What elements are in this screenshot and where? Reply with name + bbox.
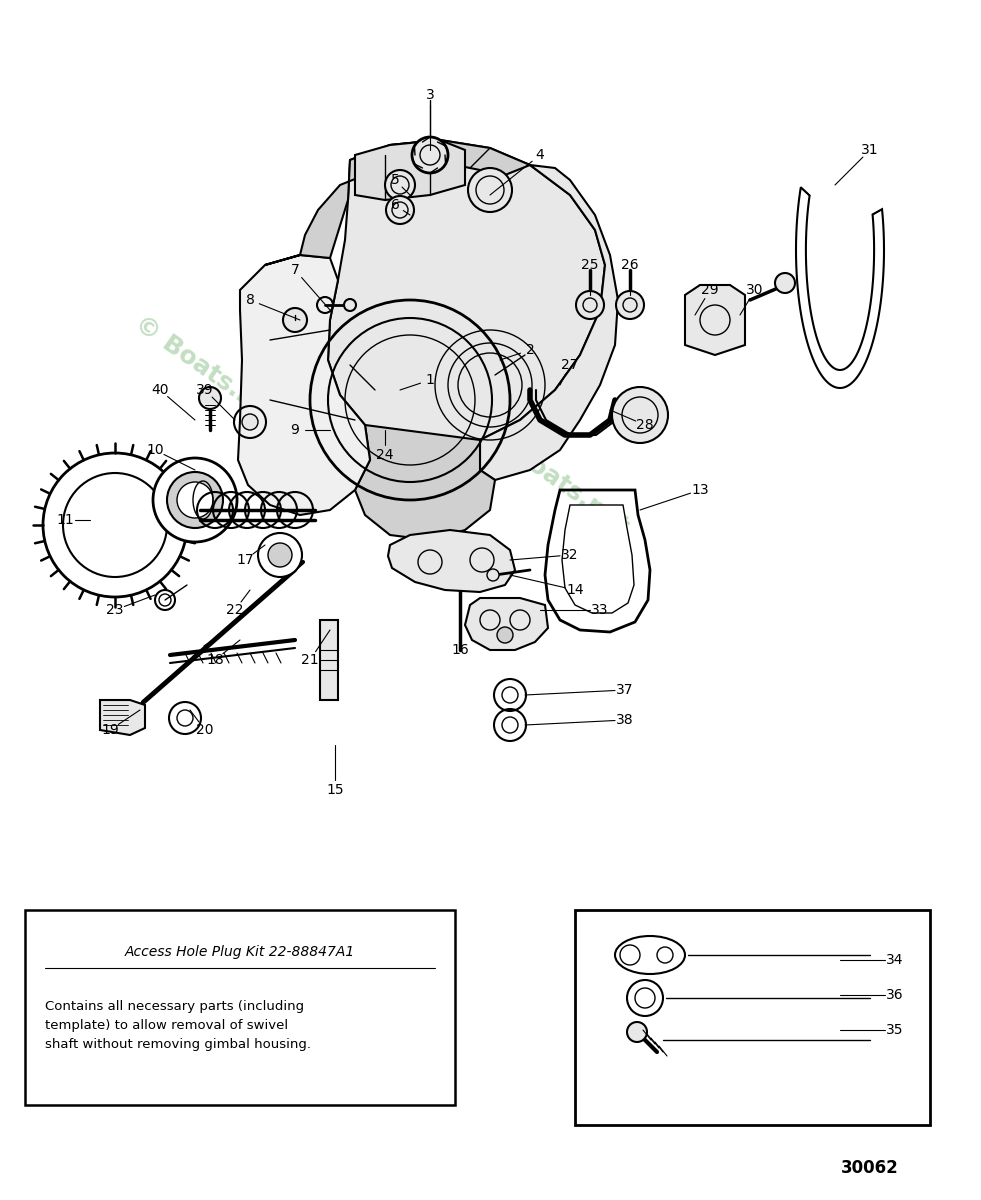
Text: 34: 34 (886, 953, 904, 967)
Polygon shape (685, 284, 745, 355)
Text: 16: 16 (451, 643, 469, 658)
Circle shape (612, 386, 668, 443)
Text: 22: 22 (227, 602, 243, 617)
Circle shape (386, 196, 414, 224)
Circle shape (169, 702, 201, 734)
Text: 23: 23 (106, 602, 124, 617)
Text: 13: 13 (692, 482, 709, 497)
Polygon shape (465, 598, 548, 650)
Circle shape (344, 299, 356, 311)
Text: 21: 21 (301, 653, 319, 667)
Polygon shape (355, 425, 495, 540)
Text: 30: 30 (747, 283, 764, 296)
Circle shape (153, 458, 237, 542)
Circle shape (167, 472, 223, 528)
Text: 1: 1 (426, 373, 435, 386)
Circle shape (43, 452, 187, 596)
Bar (320, 620, 338, 700)
Text: 11: 11 (56, 514, 74, 527)
Text: Contains all necessary parts (including
template) to allow removal of swivel
sha: Contains all necessary parts (including … (45, 1000, 311, 1051)
Text: 30062: 30062 (841, 1159, 899, 1177)
Text: 4: 4 (536, 148, 544, 162)
Circle shape (258, 533, 302, 577)
Circle shape (199, 386, 221, 409)
Text: 20: 20 (196, 722, 214, 737)
Text: 39: 39 (196, 383, 214, 397)
Text: Access Hole Plug Kit 22-88847A1: Access Hole Plug Kit 22-88847A1 (125, 946, 355, 959)
Text: 31: 31 (861, 143, 879, 157)
Circle shape (487, 569, 499, 581)
Circle shape (242, 414, 258, 430)
Text: 37: 37 (616, 683, 634, 697)
Circle shape (616, 290, 644, 319)
Circle shape (283, 308, 307, 332)
Text: 5: 5 (390, 173, 399, 187)
Polygon shape (480, 164, 618, 480)
Polygon shape (100, 700, 145, 734)
Text: 8: 8 (245, 293, 254, 307)
Circle shape (468, 168, 512, 212)
Text: 9: 9 (290, 422, 299, 437)
Circle shape (775, 272, 795, 293)
Polygon shape (328, 140, 605, 450)
Text: 7: 7 (290, 263, 299, 277)
Circle shape (268, 542, 292, 566)
Text: 15: 15 (327, 782, 343, 797)
Text: 29: 29 (701, 283, 719, 296)
Text: 18: 18 (206, 653, 224, 667)
Circle shape (497, 626, 513, 643)
Bar (25, 910, 455, 1105)
Text: 27: 27 (561, 358, 579, 372)
Polygon shape (355, 140, 465, 200)
Circle shape (412, 137, 448, 173)
Text: 40: 40 (151, 383, 169, 397)
Text: 28: 28 (637, 418, 653, 432)
Polygon shape (388, 530, 515, 592)
Circle shape (450, 565, 470, 584)
Text: 2: 2 (526, 343, 535, 358)
Text: 14: 14 (566, 583, 584, 596)
Circle shape (576, 290, 604, 319)
Circle shape (627, 1022, 647, 1042)
Polygon shape (562, 505, 634, 613)
Text: 17: 17 (236, 553, 254, 566)
Text: 26: 26 (621, 258, 639, 272)
Bar (575, 910, 930, 1126)
Text: 32: 32 (561, 548, 579, 562)
Text: © Boats.net: © Boats.net (480, 421, 633, 539)
Text: 10: 10 (146, 443, 164, 457)
Text: 3: 3 (426, 88, 435, 102)
Polygon shape (238, 254, 370, 515)
Text: 19: 19 (101, 722, 119, 737)
Text: 33: 33 (592, 602, 609, 617)
Text: 6: 6 (390, 198, 399, 212)
Text: 25: 25 (582, 258, 598, 272)
Circle shape (177, 482, 213, 518)
Text: 24: 24 (377, 448, 393, 462)
Text: 38: 38 (616, 713, 634, 727)
Polygon shape (265, 140, 530, 265)
Text: 36: 36 (886, 988, 904, 1002)
Text: 35: 35 (886, 1022, 904, 1037)
Text: © Boats.net: © Boats.net (130, 311, 284, 428)
Circle shape (385, 170, 415, 200)
